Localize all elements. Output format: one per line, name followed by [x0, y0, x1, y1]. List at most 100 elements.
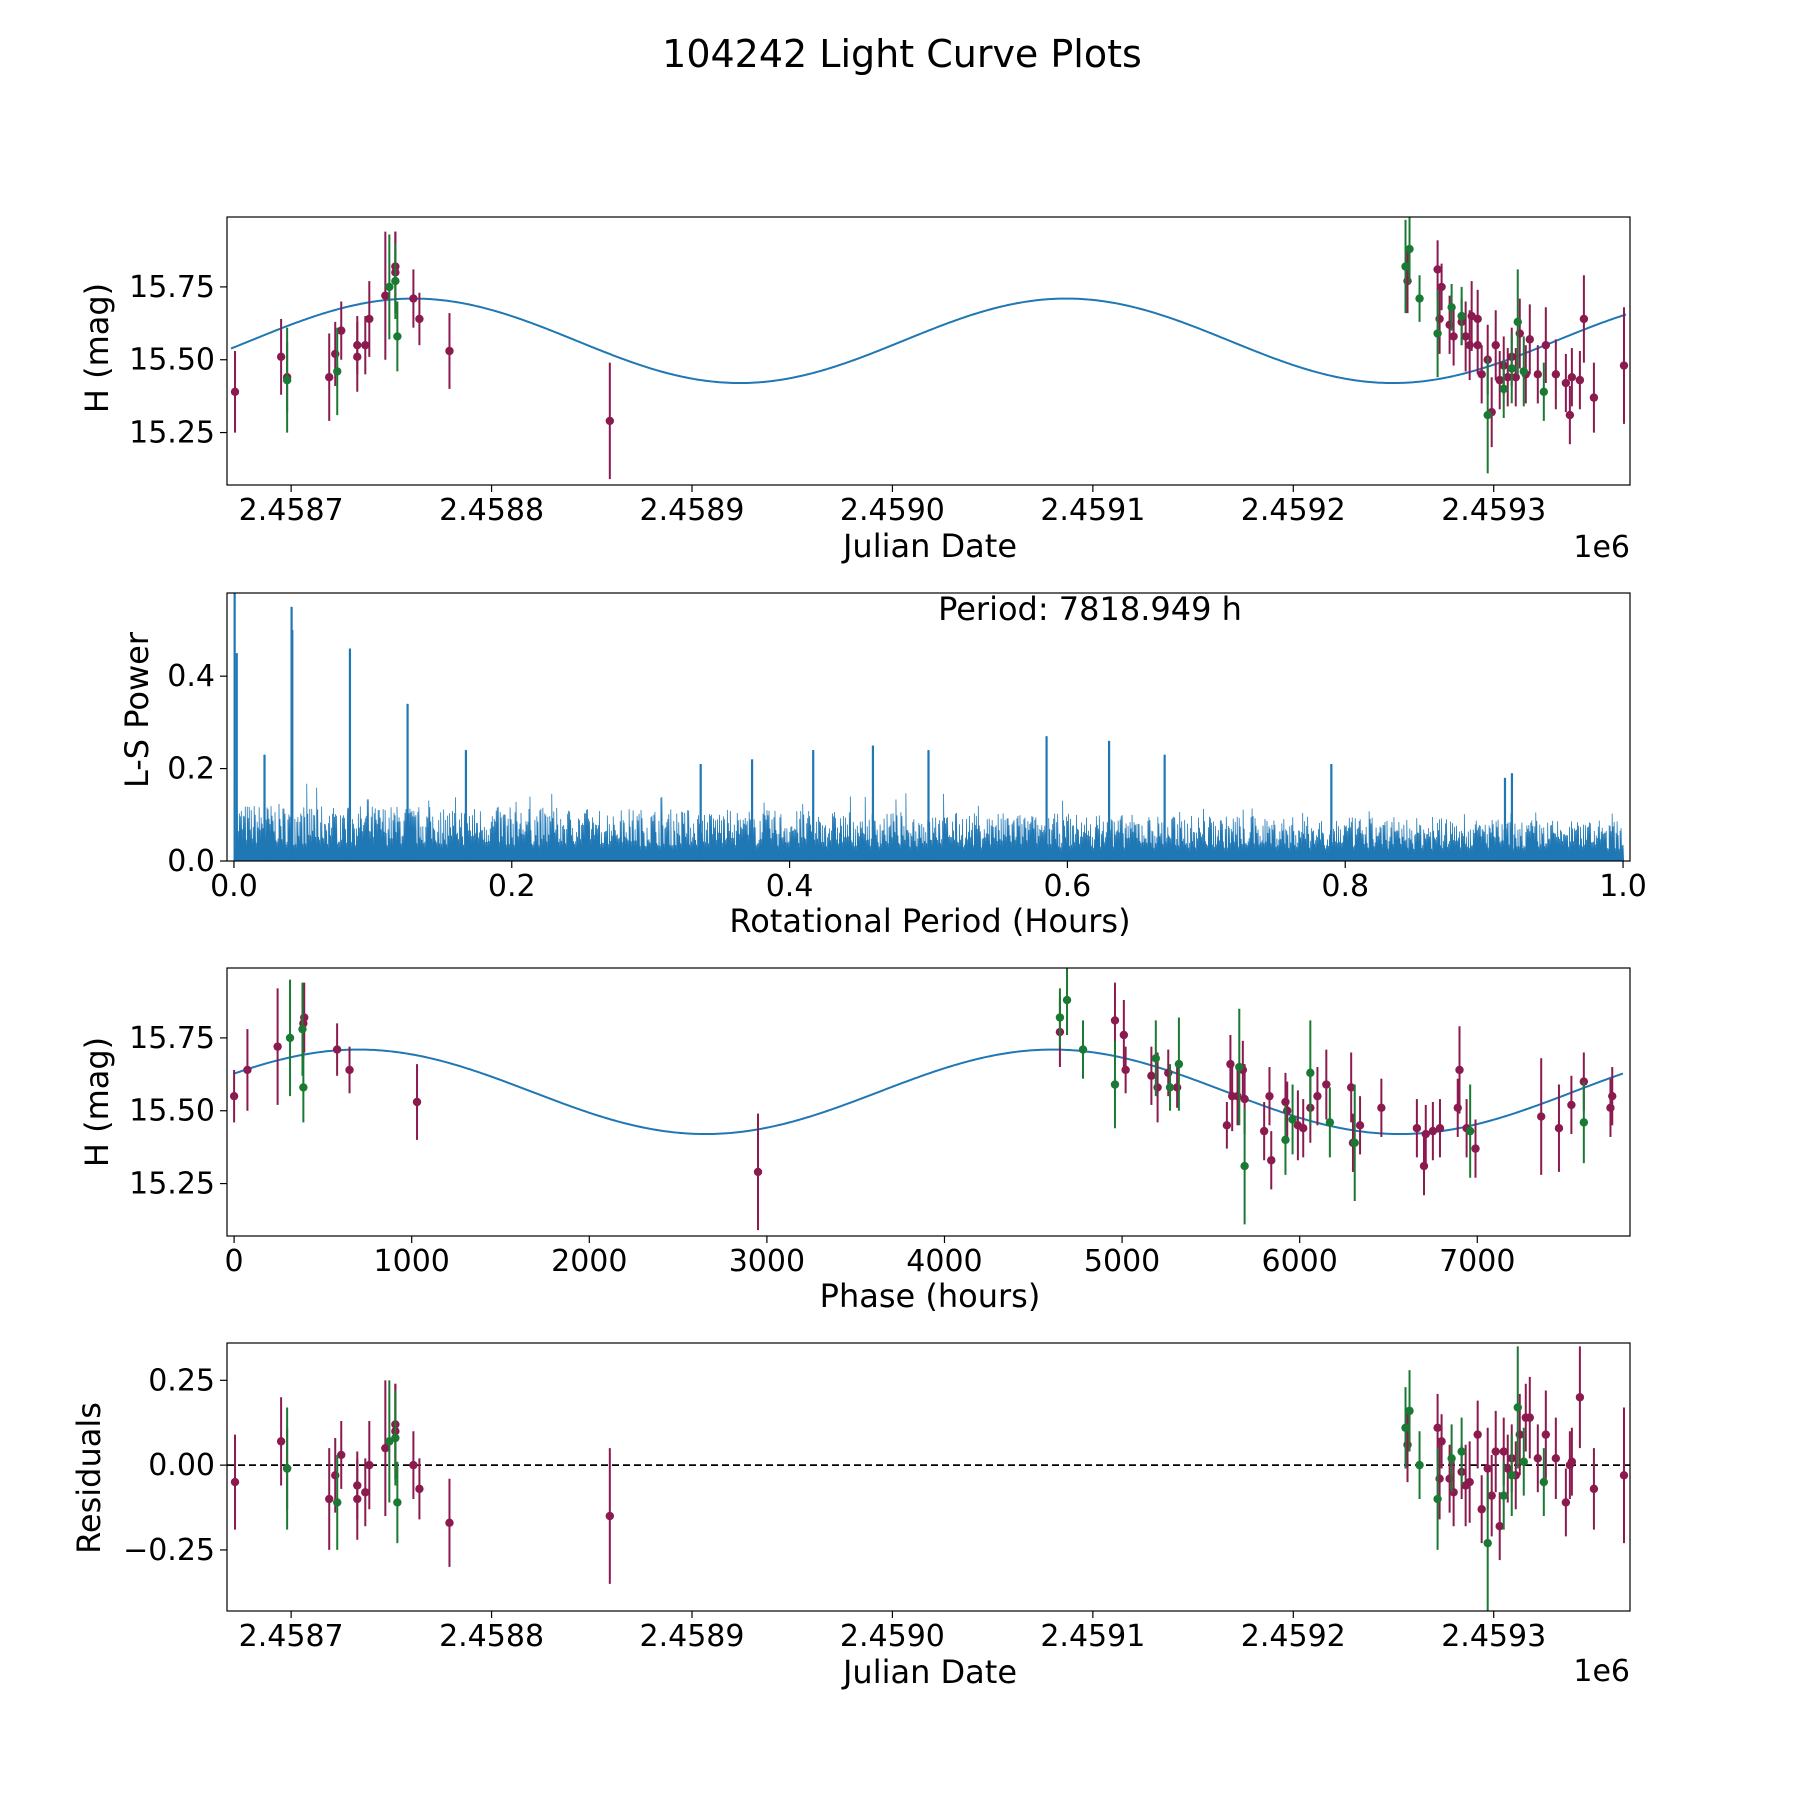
residuals-xtick-label: 2.4589 — [640, 1619, 745, 1654]
lightcurve-series_a-point — [1433, 265, 1442, 274]
lightcurve-plot-area — [230, 217, 1629, 480]
lightcurve-ytick-label: 15.75 — [129, 270, 215, 305]
lightcurve-series_a-point — [1589, 393, 1599, 402]
residuals-xtick-label: 2.4590 — [840, 1619, 945, 1654]
phased-series_a-point — [1222, 1121, 1232, 1130]
lightcurve-series_a-point — [353, 352, 362, 362]
lightcurve-series_a-point — [276, 352, 286, 362]
phased-series_b-point — [298, 1024, 307, 1034]
lightcurve-series_a-point — [1503, 373, 1512, 382]
phased-series_a-point — [1554, 1124, 1564, 1133]
lightcurve-ylabel: H (mag) — [78, 283, 116, 413]
residuals-xtick-label: 2.4593 — [1441, 1619, 1546, 1654]
phased-xtick-label: 7000 — [1439, 1244, 1515, 1279]
residuals-series_b-point — [333, 1498, 342, 1507]
residuals-series_b-point — [1513, 1403, 1522, 1412]
phased-series_a-point — [1153, 1083, 1162, 1092]
lightcurve-series_b-point — [282, 375, 292, 385]
periodogram-xtick-label: 0.2 — [488, 869, 536, 904]
residuals-series_a-point — [1465, 1477, 1474, 1487]
lightcurve-series_a-point — [1491, 340, 1500, 350]
figure-title: 104242 Light Curve Plots — [662, 32, 1142, 76]
phased-series_a-point — [1346, 1083, 1356, 1092]
periodogram-frame — [226, 592, 1631, 862]
phased-panel: Phase (hours) H (mag) 0 1000 2000 3000 4000 5… — [78, 967, 1631, 1315]
residuals-panel: Julian Date Residuals 1e6 2.4587 2.4588 2.… — [70, 1342, 1631, 1691]
phased-series_b-point — [1579, 1118, 1589, 1127]
lightcurve-series_b-point — [385, 282, 394, 292]
residuals-ytick-label: 0.25 — [148, 1363, 215, 1398]
lightcurve-series_b-point — [1499, 384, 1508, 394]
residuals-series_a-point — [325, 1494, 334, 1504]
lightcurve-series_b-point — [1539, 387, 1549, 396]
phased-xtick-label: 5000 — [1084, 1244, 1160, 1279]
lightcurve-xtick-label: 2.4592 — [1241, 493, 1346, 528]
residuals-series_b-point — [1447, 1454, 1456, 1463]
phased-series_b-point — [1055, 1013, 1065, 1022]
periodogram-xtick-label: 0.0 — [210, 869, 258, 904]
residuals-series_a-point — [1619, 1471, 1629, 1480]
lightcurve-series_b-point — [1507, 364, 1516, 373]
lightcurve-series_a-point — [1511, 373, 1520, 382]
lightcurve-series_a-point — [1541, 340, 1551, 350]
residuals-series_a-point — [1487, 1491, 1496, 1500]
phased-series_a-point — [1164, 1068, 1173, 1078]
residuals-series_b-point — [1401, 1423, 1410, 1433]
residuals-xtick-label: 2.4587 — [239, 1619, 344, 1654]
residuals-series_b-point — [1483, 1538, 1492, 1548]
residuals-series_a-point — [1541, 1430, 1551, 1439]
residuals-series_a-point — [1477, 1505, 1486, 1514]
phased-series_a-point — [229, 1091, 239, 1101]
lightcurve-x-offset: 1e6 — [1573, 530, 1630, 565]
residuals-series_a-point — [1495, 1521, 1504, 1531]
phased-series_a-point — [1428, 1126, 1438, 1136]
phased-model-curve — [233, 1048, 1624, 1136]
lightcurve-series_a-point — [325, 373, 334, 382]
phased-series_a-point — [1313, 1091, 1322, 1101]
residuals-series_b-point — [1457, 1447, 1466, 1456]
phased-series_a-point — [412, 1097, 422, 1107]
lightcurve-series_a-point — [1551, 370, 1561, 379]
phased-series_b-point — [1306, 1068, 1315, 1078]
residuals-series_a-point — [1483, 1464, 1492, 1473]
lightcurve-series_b-point — [1457, 311, 1466, 321]
periodogram-xtick-label: 0.8 — [1321, 869, 1369, 904]
periodogram-ytick-label: 0.2 — [167, 752, 215, 787]
residuals-ytick-label: −0.25 — [123, 1533, 215, 1568]
phased-frame — [226, 967, 1631, 1237]
residuals-series_a-point — [605, 1511, 615, 1521]
residuals-series_a-point — [1575, 1393, 1585, 1402]
residuals-series_b-point — [1405, 1406, 1414, 1416]
lightcurve-series_b-point — [1415, 294, 1424, 303]
phased-series_a-point — [273, 1042, 282, 1051]
residuals-series_b-point — [1519, 1457, 1528, 1466]
phased-ytick-label: 15.50 — [129, 1094, 215, 1129]
phased-series_a-point — [1421, 1129, 1430, 1139]
residuals-series_a-point — [1433, 1423, 1442, 1433]
lightcurve-series_a-point — [337, 326, 346, 335]
residuals-series_b-point — [1499, 1491, 1508, 1500]
lightcurve-xtick-label: 2.4593 — [1441, 493, 1546, 528]
periodogram-ytick-label: 0.4 — [167, 659, 215, 694]
lightcurve-series_a-point — [1525, 335, 1534, 344]
lightcurve-series_a-point — [1567, 373, 1577, 382]
lightcurve-series_a-point — [1561, 378, 1571, 388]
phased-series_a-point — [1110, 1016, 1120, 1025]
residuals-series_a-point — [1525, 1413, 1534, 1422]
phased-series_a-point — [1606, 1103, 1615, 1113]
residuals-x-offset: 1e6 — [1573, 1654, 1630, 1689]
residuals-series_a-point — [445, 1518, 454, 1527]
lightcurve-series_a-point — [1565, 410, 1575, 420]
residuals-series_b-point — [1507, 1471, 1516, 1480]
phased-series_a-point — [1567, 1100, 1576, 1110]
phased-series_a-point — [1147, 1071, 1156, 1080]
phased-plot-area — [229, 968, 1624, 1231]
residuals-series_b-point — [391, 1433, 400, 1443]
lightcurve-series_a-point — [445, 346, 454, 356]
phased-series_b-point — [1062, 995, 1072, 1005]
lightcurve-series_b-point — [1519, 367, 1528, 376]
lightcurve-xtick-label: 2.4588 — [439, 493, 544, 528]
lightcurve-frame — [226, 216, 1631, 486]
lightcurve-series_b-point — [1401, 262, 1410, 271]
lightcurve-xlabel: Julian Date — [841, 527, 1017, 565]
